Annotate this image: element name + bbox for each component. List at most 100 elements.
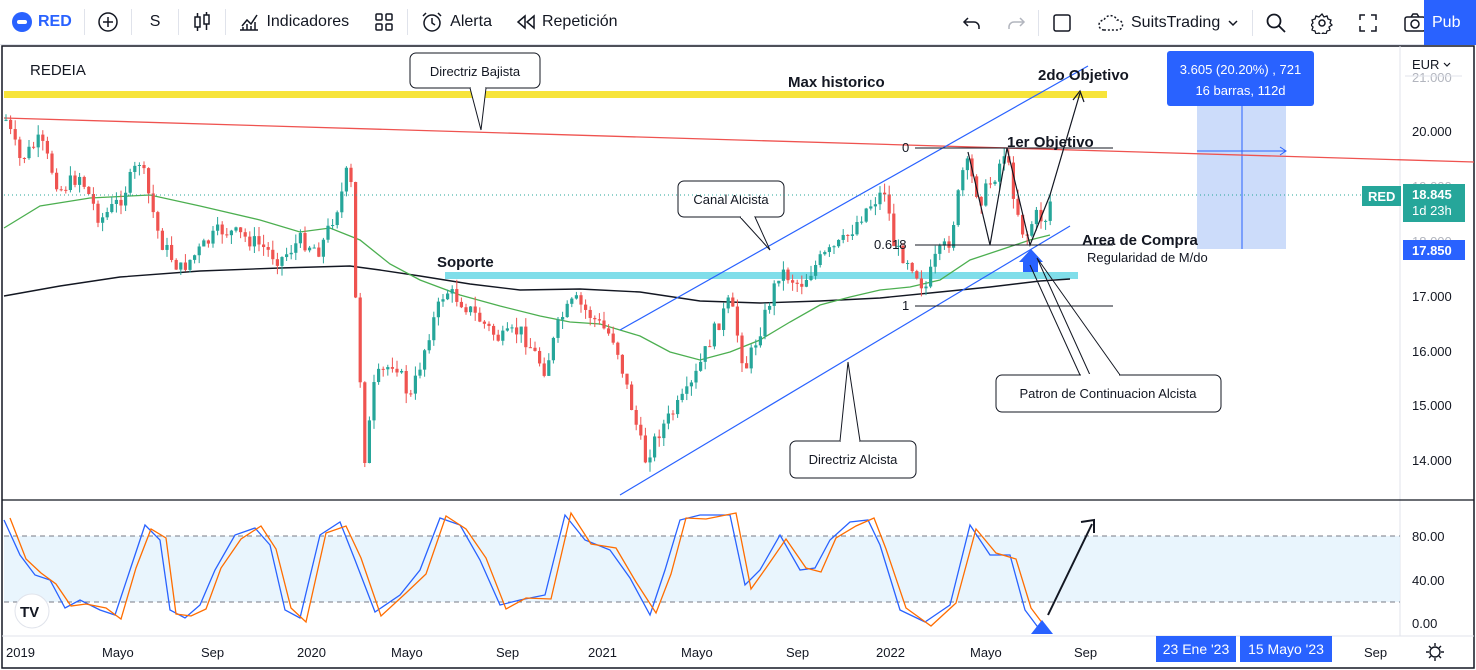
time-axis-tick: 2019	[6, 645, 35, 660]
price-axis-tick: 20.000	[1412, 124, 1452, 139]
candle-body	[708, 346, 712, 348]
replay-button[interactable]: Repetición	[504, 0, 630, 45]
slow-ma-line	[3, 265, 1071, 304]
candle-body	[252, 236, 256, 247]
candle-body	[685, 386, 689, 394]
layout-button[interactable]: SuitsTrading	[1085, 0, 1252, 45]
candle-body	[262, 244, 266, 248]
indicators-button[interactable]: Indicadores	[226, 0, 361, 45]
fullscreen-button[interactable]	[1345, 0, 1391, 45]
candle-body	[814, 265, 818, 276]
candle-body	[745, 363, 749, 369]
candle-body	[331, 225, 335, 227]
candle-body	[1034, 209, 1038, 225]
candle-body	[335, 212, 339, 226]
channel-upper-line	[619, 65, 1089, 331]
toolbar-divider	[407, 9, 409, 35]
interval-button[interactable]: S	[132, 0, 179, 45]
candle-body	[413, 375, 417, 394]
candle-body	[55, 172, 59, 190]
candle-body	[257, 236, 261, 245]
stoch-k-line	[3, 513, 1041, 631]
toolbar-divider	[1252, 9, 1254, 36]
candle-body	[712, 323, 716, 347]
toolbar-divider	[178, 9, 180, 35]
candle-body	[869, 206, 873, 209]
candle-body	[993, 181, 997, 184]
candle-body	[68, 175, 72, 191]
last-price-value: 18.845	[1412, 187, 1452, 202]
measure-arrowhead	[1279, 146, 1287, 156]
symbol-search[interactable]: RED	[0, 0, 84, 45]
candle-body	[956, 190, 960, 226]
candle-body	[496, 334, 500, 341]
candle-body	[929, 266, 933, 287]
candle-body	[275, 259, 279, 266]
target-1-label: 1er Objetivo	[1007, 134, 1094, 151]
price-axis-tick: 16.000	[1412, 344, 1452, 359]
time-axis-tick: Sep	[1364, 645, 1387, 660]
candle-body	[754, 345, 758, 348]
chart-type-button[interactable]	[179, 0, 225, 45]
candle-body	[211, 230, 215, 244]
fullscreen-toggle-button[interactable]	[1039, 0, 1085, 45]
candle-body	[556, 319, 560, 338]
callout-alcista-text: Directriz Alcista	[809, 452, 899, 467]
alert-button[interactable]: Alerta	[408, 0, 504, 45]
candle-body	[464, 307, 468, 313]
downtrend-line	[3, 117, 1475, 163]
candle-body	[887, 194, 891, 214]
candle-body	[501, 330, 505, 341]
price-axis: 21.000 20.000 19.000 18.000 17.000 16.00…	[1412, 70, 1452, 468]
candles-icon	[191, 11, 213, 33]
candle-body	[114, 199, 118, 204]
candle-body	[298, 233, 302, 244]
candle-body	[533, 347, 537, 351]
toolbar-divider	[225, 9, 227, 35]
candle-body	[36, 134, 40, 148]
symbol-price-tag-text: RED	[1368, 188, 1396, 204]
candle-body	[823, 252, 827, 255]
symbol-price-tag: RED	[1362, 186, 1402, 206]
candle-body	[147, 168, 151, 194]
price-axis-tick: 21.000	[1412, 70, 1452, 85]
candle-body	[607, 328, 611, 334]
time-axis-settings-gear-icon	[1426, 643, 1444, 661]
candle-body	[193, 255, 197, 260]
callout-canal-alcista: Canal Alcista	[677, 180, 785, 251]
candle-body	[427, 340, 431, 351]
candle-body	[473, 306, 477, 313]
compare-button[interactable]	[85, 0, 131, 45]
search-button[interactable]	[1253, 0, 1299, 45]
candle-body	[101, 217, 105, 223]
toolbar-divider	[1038, 9, 1039, 36]
channel-lower-line	[619, 225, 1071, 496]
templates-button[interactable]	[361, 0, 407, 45]
settings-button[interactable]	[1299, 0, 1345, 45]
redo-button[interactable]	[994, 0, 1038, 45]
candle-body	[855, 222, 859, 235]
candle-body	[87, 186, 91, 195]
candle-body	[735, 306, 739, 336]
candle-body	[648, 457, 652, 463]
candle-body	[892, 213, 896, 247]
candle-body	[124, 192, 128, 206]
target-2-label: 2do Objetivo	[1038, 67, 1129, 84]
publish-button[interactable]: Pub	[1424, 0, 1476, 45]
candle-body	[4, 119, 8, 121]
candle-body	[561, 317, 565, 320]
callout-patron-continuacion: Patron de Continuacion Alcista	[995, 257, 1222, 413]
square-icon	[1051, 12, 1073, 34]
candle-body	[96, 203, 100, 223]
callout-canal-text: Canal Alcista	[693, 192, 769, 207]
candle-body	[717, 323, 721, 330]
candle-body	[666, 413, 670, 424]
price-axis-tick: 17.000	[1412, 289, 1452, 304]
candle-body	[317, 247, 321, 257]
chart-canvas[interactable]: 0 0.618 1 Directriz Bajista Canal Alcist…	[0, 45, 1476, 670]
candle-body	[41, 134, 45, 141]
candle-body	[538, 350, 542, 364]
chart-area[interactable]: 0 0.618 1 Directriz Bajista Canal Alcist…	[0, 45, 1476, 670]
undo-button[interactable]	[950, 0, 994, 45]
candle-body	[239, 227, 243, 233]
